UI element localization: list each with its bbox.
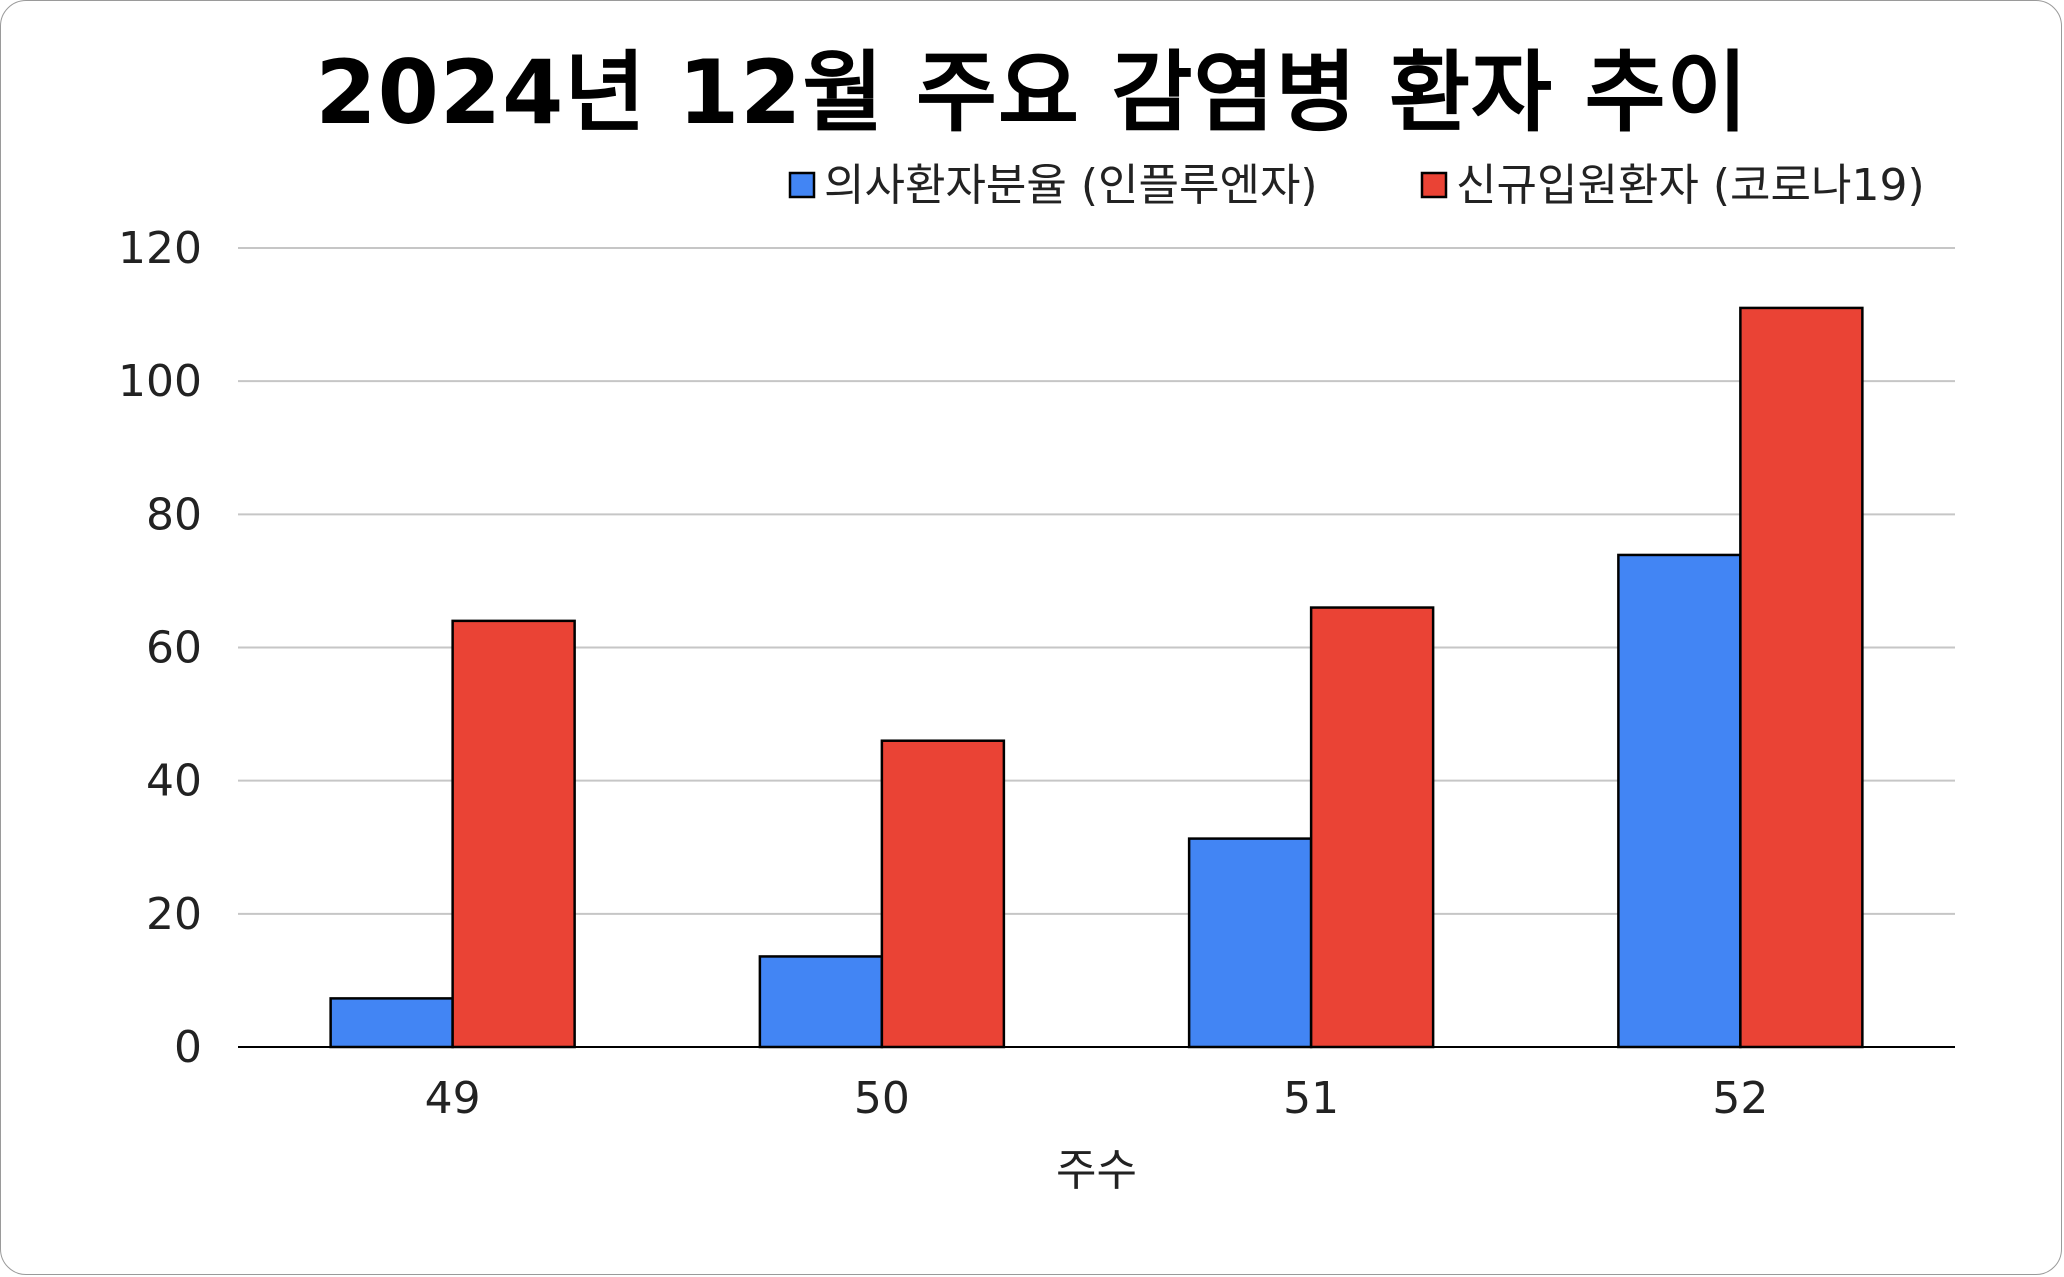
- x-tick-label: 51: [1283, 1073, 1339, 1124]
- y-tick-label: 60: [146, 623, 202, 674]
- y-axis-ticks: 0 20 40 60 80 100 120: [118, 223, 202, 1073]
- x-tick-label: 50: [854, 1073, 910, 1124]
- y-tick-label: 40: [146, 756, 202, 807]
- y-tick-label: 20: [146, 889, 202, 940]
- bar-51-series-1: [1309, 606, 1435, 1049]
- legend-label-0: 의사환자분율 (인플루엔자): [824, 160, 1318, 211]
- legend: 의사환자분율 (인플루엔자) 신규입원환자 (코로나19): [788, 160, 1925, 211]
- legend-label-1: 신규입원환자 (코로나19): [1456, 160, 1925, 211]
- bar-49-series-1: [451, 619, 576, 1049]
- bars: [329, 306, 1864, 1049]
- x-tick-label: 52: [1712, 1073, 1768, 1124]
- legend-swatch-0: [788, 171, 816, 199]
- bar-50-series-1: [880, 739, 1006, 1049]
- bar-50-series-0: [758, 955, 884, 1049]
- y-tick-label: 0: [174, 1022, 202, 1073]
- y-tick-label: 120: [118, 223, 202, 274]
- y-tick-label: 80: [146, 489, 202, 540]
- x-tick-label: 49: [425, 1073, 481, 1124]
- legend-swatch-1: [1420, 171, 1448, 199]
- bar-49-series-0: [329, 997, 454, 1049]
- bar-52-series-1: [1739, 306, 1864, 1049]
- x-axis-title: 주수: [1056, 1145, 1137, 1196]
- x-axis-ticks: 49 50 51 52: [425, 1073, 1769, 1124]
- bar-52-series-0: [1617, 553, 1742, 1049]
- bar-51-series-0: [1187, 837, 1313, 1049]
- chart-title: 2024년 12월 주요 감염병 환자 추이: [315, 41, 1749, 144]
- y-tick-label: 100: [118, 356, 202, 407]
